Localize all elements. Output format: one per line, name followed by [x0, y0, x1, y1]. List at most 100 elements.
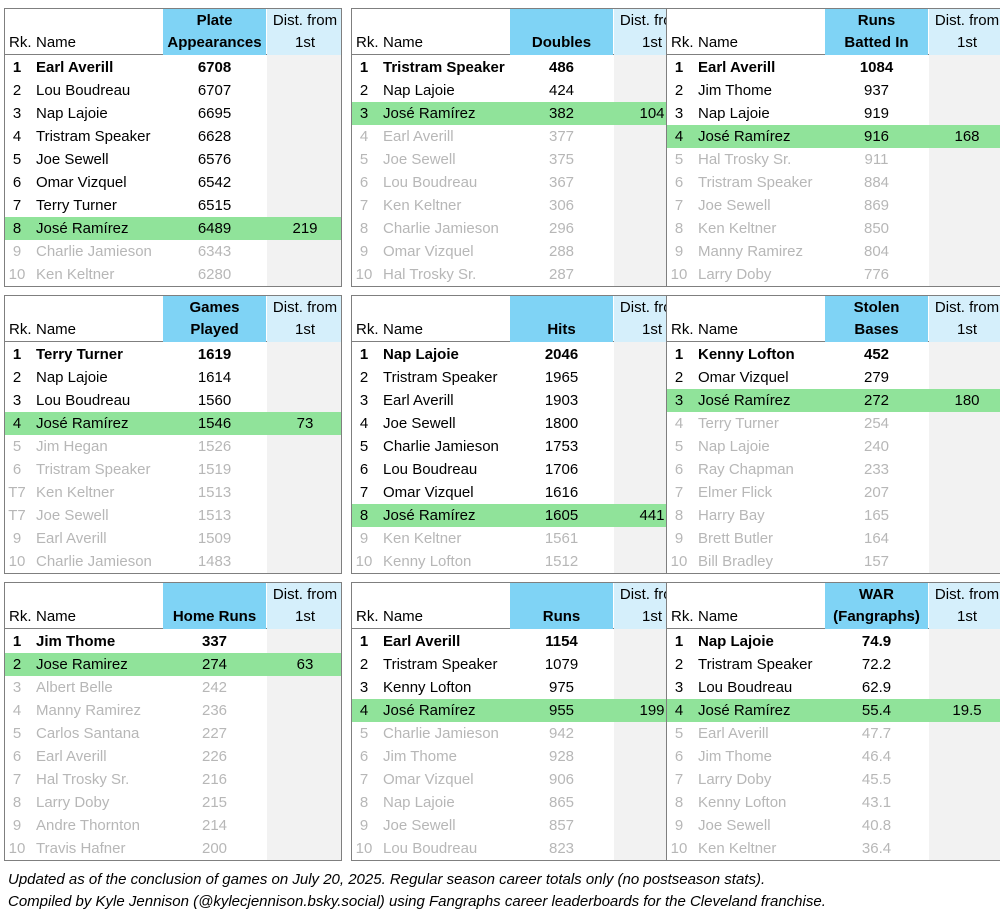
- player-name-cell: Larry Doby: [698, 266, 772, 283]
- player-name-cell: Bill Bradley: [698, 553, 774, 570]
- table-row: 3 José Ramírez 382 104: [352, 102, 688, 125]
- stat-value-cell: 919: [863, 105, 890, 122]
- player-name-cell: Albert Belle: [36, 679, 113, 696]
- player-name-cell: Nap Lajoie: [36, 105, 108, 122]
- player-name-cell: Joe Sewell: [383, 415, 456, 432]
- player-name-cell: Charlie Jamieson: [36, 243, 152, 260]
- table-row: 8 José Ramírez 6489 219: [5, 217, 341, 240]
- dist-from-first-cell: 168: [929, 125, 1000, 148]
- name-header: Name: [36, 34, 77, 51]
- table-row: 1 Earl Averill 1154: [352, 630, 688, 653]
- rank-cell: 2: [12, 369, 22, 386]
- rank-cell: 6: [359, 748, 369, 765]
- table-row: 6 Jim Thome 928: [352, 745, 688, 768]
- dist-header-line1: Dist. from: [272, 12, 338, 29]
- stat-value-cell: 215: [201, 794, 228, 811]
- rank-header: Rk.: [671, 608, 694, 625]
- table-row: 5 Charlie Jamieson 1753: [352, 435, 688, 458]
- stat-value-cell: 1800: [544, 415, 579, 432]
- player-name-cell: José Ramírez: [383, 105, 476, 122]
- name-header: Name: [383, 34, 424, 51]
- stat-header: WAR (Fangraphs): [825, 584, 928, 628]
- dist-column: [929, 629, 1000, 860]
- rank-cell: 6: [674, 461, 684, 478]
- player-name-cell: Lou Boudreau: [36, 82, 131, 99]
- name-header: Name: [698, 608, 739, 625]
- player-name-cell: Travis Hafner: [36, 840, 126, 857]
- table-row: 4 José Ramírez 1546 73: [5, 412, 341, 435]
- stat-value-cell: 226: [201, 748, 228, 765]
- table-row: 5 Jim Hegan 1526: [5, 435, 341, 458]
- player-name-cell: Ken Keltner: [698, 840, 777, 857]
- player-name-cell: Lou Boudreau: [698, 679, 793, 696]
- player-name-cell: Jim Thome: [383, 748, 457, 765]
- stat-value-cell: 1546: [197, 415, 232, 432]
- stat-value-cell: 207: [863, 484, 890, 501]
- player-name-cell: Lou Boudreau: [383, 840, 478, 857]
- dist-column: [267, 342, 341, 573]
- table-row: 8 Harry Bay 165: [667, 504, 1000, 527]
- player-name-cell: Ken Keltner: [383, 197, 462, 214]
- stat-value-cell: 1614: [197, 369, 232, 386]
- rank-cell: 8: [359, 220, 369, 237]
- rank-cell: 6: [674, 174, 684, 191]
- footer-note: Updated as of the conclusion of games on…: [8, 871, 766, 888]
- rank-cell: 9: [359, 817, 369, 834]
- rank-cell: 8: [674, 507, 684, 524]
- player-name-cell: Hal Trosky Sr.: [383, 266, 477, 283]
- player-name-cell: Tristram Speaker: [698, 656, 813, 673]
- table-row: 10 Charlie Jamieson 1483: [5, 550, 341, 573]
- stat-value-cell: 1753: [544, 438, 579, 455]
- rank-cell: 4: [12, 128, 22, 145]
- player-name-cell: Nap Lajoie: [383, 346, 459, 363]
- rank-cell: 9: [12, 243, 22, 260]
- dist-header-bg: [267, 583, 341, 629]
- table-row: 8 Larry Doby 215: [5, 791, 341, 814]
- rank-cell: 7: [359, 771, 369, 788]
- dist-header: Dist. from 1st: [929, 297, 1000, 341]
- player-name-cell: Earl Averill: [36, 748, 107, 765]
- stat-value-cell: 254: [863, 415, 890, 432]
- stat-value-cell: 1965: [544, 369, 579, 386]
- rank-cell: 2: [674, 82, 684, 99]
- rank-header: Rk.: [9, 321, 32, 338]
- stat-value-cell: 6343: [197, 243, 232, 260]
- dist-header: Dist. from 1st: [929, 584, 1000, 628]
- dist-from-first-cell: 219: [267, 217, 341, 240]
- table-row: 2 Omar Vizquel 279: [667, 366, 1000, 389]
- table-row: 7 Omar Vizquel 906: [352, 768, 688, 791]
- player-name-cell: José Ramírez: [698, 128, 791, 145]
- stat-value-cell: 272: [863, 392, 890, 409]
- player-name-cell: Ken Keltner: [36, 484, 115, 501]
- table-row: 6 Tristram Speaker 1519: [5, 458, 341, 481]
- stat-header-bg: [163, 296, 266, 342]
- name-header: Name: [36, 608, 77, 625]
- stat-header-bg: [825, 296, 928, 342]
- rank-cell: 8: [12, 220, 22, 237]
- rank-cell: 10: [8, 840, 26, 857]
- stat-header-bg: [510, 583, 613, 629]
- player-name-cell: Earl Averill: [383, 633, 461, 650]
- rank-cell: 1: [674, 59, 684, 76]
- leaderboard-runs-batted-in: Rk. Name Runs Batted In Dist. from 1st 1 Earl A…: [666, 8, 1000, 287]
- table-row: 7 Joe Sewell 869: [667, 194, 1000, 217]
- stat-value-cell: 306: [548, 197, 575, 214]
- rank-cell: 7: [12, 197, 22, 214]
- dist-header-line1: Dist. from: [272, 299, 338, 316]
- player-name-cell: Ken Keltner: [698, 220, 777, 237]
- name-header: Name: [383, 321, 424, 338]
- rank-cell: 9: [674, 817, 684, 834]
- stat-value-cell: 236: [201, 702, 228, 719]
- player-name-cell: Nap Lajoie: [36, 369, 108, 386]
- player-name-cell: Ray Chapman: [698, 461, 794, 478]
- stat-value-cell: 1154: [545, 633, 578, 650]
- table-row: 6 Jim Thome 46.4: [667, 745, 1000, 768]
- player-name-cell: José Ramírez: [36, 220, 129, 237]
- rank-cell: 1: [674, 346, 684, 363]
- player-name-cell: Jim Thome: [698, 748, 772, 765]
- table-row: 3 Nap Lajoie 919: [667, 102, 1000, 125]
- player-name-cell: Tristram Speaker: [383, 59, 505, 76]
- stat-value-cell: 46.4: [861, 748, 892, 765]
- player-name-cell: Omar Vizquel: [698, 369, 789, 386]
- rank-cell: 1: [12, 346, 22, 363]
